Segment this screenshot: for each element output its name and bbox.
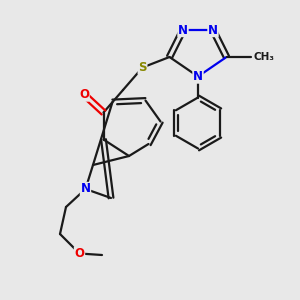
Text: N: N <box>208 23 218 37</box>
Text: N: N <box>80 182 91 196</box>
Text: O: O <box>74 247 85 260</box>
Text: N: N <box>193 70 203 83</box>
Text: O: O <box>79 88 89 101</box>
Text: CH₃: CH₃ <box>254 52 274 62</box>
Text: N: N <box>178 23 188 37</box>
Text: S: S <box>138 61 147 74</box>
